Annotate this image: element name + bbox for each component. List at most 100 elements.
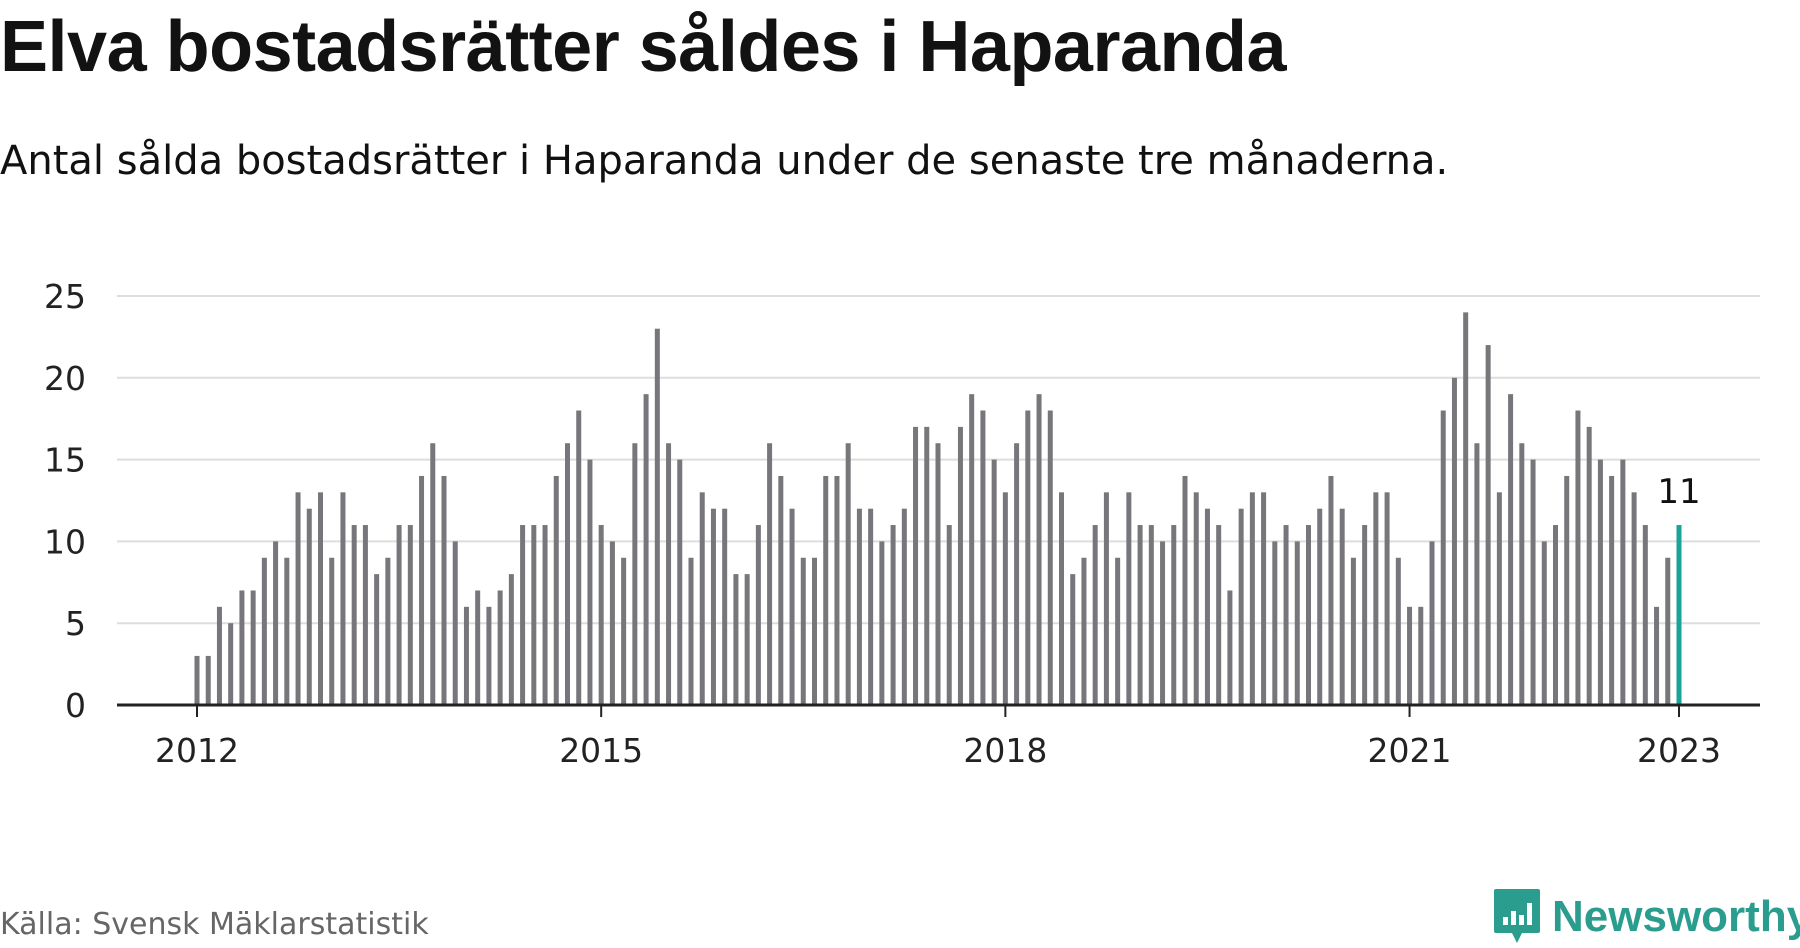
bar (1564, 475, 1570, 705)
bar (688, 557, 694, 705)
bar (1586, 426, 1592, 705)
bar (351, 525, 357, 705)
bar (1609, 475, 1615, 705)
bar (1418, 606, 1424, 705)
bar (441, 475, 447, 705)
bar (385, 557, 391, 705)
bar (1317, 508, 1323, 705)
bar (587, 459, 593, 705)
y-tick-label: 0 (65, 686, 86, 725)
bar (1036, 394, 1042, 705)
bar (666, 443, 672, 705)
bar (598, 525, 604, 705)
bar (306, 508, 312, 705)
bar (362, 525, 368, 705)
y-axis-ticks: 0 5 10 15 20 25 (44, 277, 86, 725)
chart-title: Elva bostadsrätter såldes i Haparanda (0, 7, 1287, 87)
bar (969, 394, 975, 705)
bar (284, 557, 290, 705)
bar (565, 443, 570, 705)
bar (778, 475, 784, 705)
bar (913, 426, 919, 705)
newsworthy-logo: Newsworthy (1492, 887, 1800, 947)
bar (553, 475, 559, 705)
bar (800, 557, 806, 705)
bar (374, 574, 380, 705)
bar (452, 541, 458, 705)
bar (228, 623, 234, 705)
bar (1496, 492, 1502, 705)
bar (1047, 410, 1053, 705)
bar (1530, 459, 1536, 705)
x-tick-label: 2021 (1368, 731, 1452, 770)
bar (1642, 525, 1648, 705)
bar (239, 590, 245, 705)
bar (890, 525, 896, 705)
bar (1440, 410, 1446, 705)
bar (497, 590, 503, 705)
bar (1362, 525, 1368, 705)
x-axis-ticks: 2012 2015 2018 2021 2023 (155, 705, 1721, 770)
bar (340, 492, 346, 705)
bar (520, 525, 526, 705)
bar (1508, 394, 1514, 705)
bar (1227, 590, 1233, 705)
bar (508, 574, 514, 705)
bar (261, 557, 267, 705)
bar (1249, 492, 1255, 705)
bar (823, 475, 829, 705)
bar (789, 508, 795, 705)
x-tick-label: 2018 (963, 731, 1047, 770)
bar (576, 410, 582, 705)
bar (901, 508, 907, 705)
bar (1541, 541, 1547, 705)
bar (924, 426, 930, 705)
bar (295, 492, 301, 705)
bar (1631, 492, 1637, 705)
bar (1182, 475, 1188, 705)
newsworthy-logo-icon (1494, 889, 1540, 943)
bar (1283, 525, 1289, 705)
bar (531, 525, 537, 705)
bar (868, 508, 874, 705)
bar (845, 443, 851, 705)
bar (194, 655, 200, 705)
bar (1126, 492, 1132, 705)
bar (430, 443, 436, 705)
bar (475, 590, 481, 705)
bar (1395, 557, 1401, 705)
bar (879, 541, 885, 705)
bar (1328, 475, 1334, 705)
bar (1103, 492, 1109, 705)
bar (1171, 525, 1177, 705)
bar (935, 443, 941, 705)
y-tick-label: 15 (44, 441, 86, 480)
bar (407, 525, 413, 705)
bar (1025, 410, 1031, 705)
bar (1519, 443, 1525, 705)
bars (194, 312, 1682, 705)
bar (677, 459, 683, 705)
last-value-label: 11 (1657, 472, 1700, 512)
bar (1620, 459, 1626, 705)
bar (1429, 541, 1435, 705)
bar (419, 475, 425, 705)
bar (957, 426, 963, 705)
bar (767, 443, 773, 705)
bar (1137, 525, 1143, 705)
bar (1092, 525, 1098, 705)
source-note: Källa: Svensk Mäklarstatistik (0, 907, 429, 942)
bar (834, 475, 840, 705)
bar (1654, 606, 1660, 705)
bar (1115, 557, 1121, 705)
bar (1553, 525, 1558, 705)
chart-subtitle: Antal sålda bostadsrätter i Haparanda un… (0, 138, 1449, 184)
bar (1451, 377, 1457, 705)
bar (744, 574, 750, 705)
bar (733, 574, 739, 705)
bar (1665, 557, 1671, 705)
bar (1081, 557, 1087, 705)
bar (980, 410, 986, 705)
x-tick-label: 2012 (155, 731, 239, 770)
bar (1261, 492, 1267, 705)
